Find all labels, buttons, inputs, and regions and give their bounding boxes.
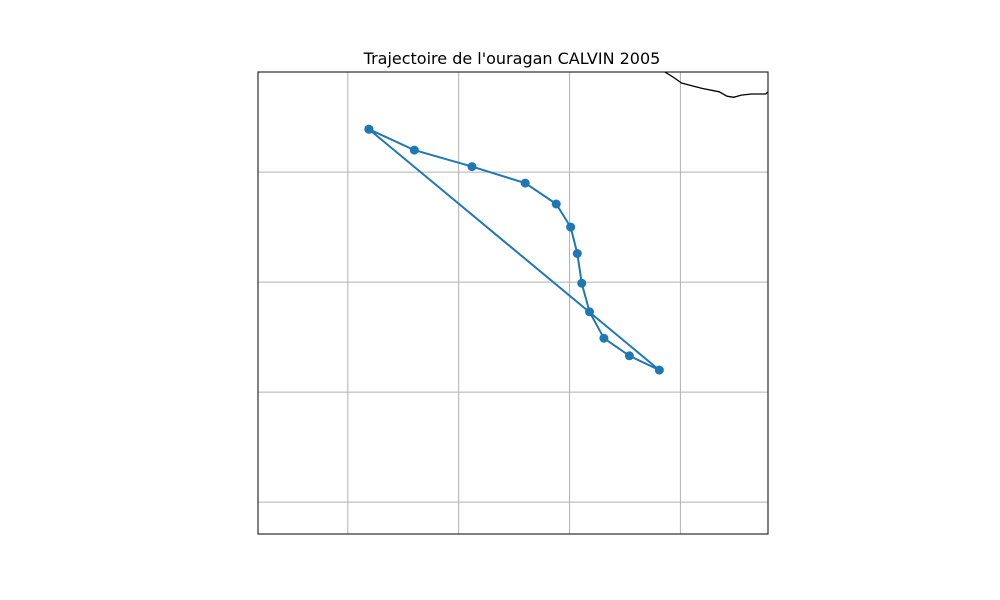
track-point-3 [520,178,530,188]
track-point-9 [599,333,609,343]
coastline [664,72,768,98]
track-point-4 [551,199,561,209]
track-points [364,124,664,375]
track-point-8 [585,307,594,317]
track-point-10 [624,351,634,361]
map-frame [257,71,769,535]
track-point-7 [577,278,587,288]
track-point-2 [467,162,477,172]
chart-title: Trajectoire de l'ouragan CALVIN 2005 [363,49,661,68]
track-point-5 [566,222,576,232]
track-point-12 [364,124,374,134]
track-point-11 [654,365,664,375]
gridlines [258,72,768,534]
coastline-line [664,72,768,98]
track-point-6 [572,249,582,258]
track-point-1 [409,145,419,155]
